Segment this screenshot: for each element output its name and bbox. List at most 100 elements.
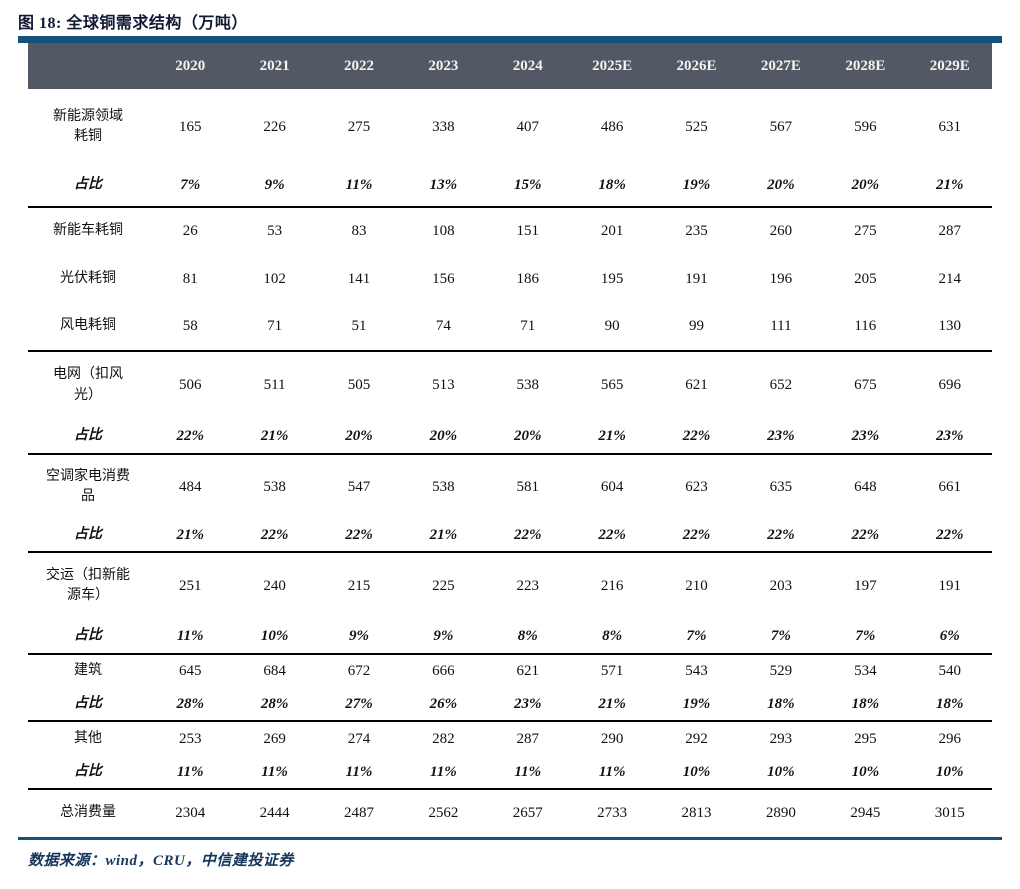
value-cell: 7%	[180, 177, 201, 193]
data-source-note: 数据来源：wind，CRU，中信建投证券	[28, 853, 294, 869]
value-cell: 2890	[738, 788, 824, 837]
value-cell: 156	[432, 270, 455, 287]
row-label: 建筑	[28, 653, 148, 688]
value-cell: 11%	[261, 763, 288, 780]
value-cell: 210	[654, 551, 739, 619]
value-cell: 269	[232, 720, 317, 756]
value-cell: 292	[654, 720, 739, 756]
value-cell: 23%	[936, 427, 964, 444]
row-label: 风电耗铜	[60, 318, 116, 334]
value-cell: 196	[769, 270, 793, 287]
value-cell: 203	[738, 551, 824, 619]
table-row: 新能源领域 耗铜 165 226 275 338 407 486 525 567 596 631	[28, 89, 992, 165]
row-label: 空调家电消费 品	[28, 453, 148, 519]
value-cell: 2945	[823, 788, 908, 837]
footer-rule	[18, 837, 1002, 840]
value-cell: 540	[907, 653, 992, 688]
table-row: 光伏耗铜 81 102 141 156 186 195 191 196 205 214	[28, 255, 992, 303]
value-cell: 21%	[260, 427, 289, 444]
figure-title: 图 18: 全球铜需求结构（万吨）	[18, 15, 248, 32]
value-cell: 11%	[430, 763, 457, 780]
value-cell: 19%	[682, 177, 711, 193]
year-header: 2023	[401, 43, 486, 89]
value-cell: 253	[148, 720, 233, 756]
value-cell: 10%	[936, 763, 964, 780]
value-cell: 2813	[654, 788, 739, 837]
value-cell: 23%	[767, 427, 795, 444]
value-cell: 7%	[855, 627, 876, 644]
table-row: 风电耗铜 58 71 51 74 71 90 99 111 116 130	[28, 303, 992, 351]
value-cell: 23%	[851, 427, 880, 444]
value-cell: 240	[232, 551, 317, 619]
value-cell: 11%	[176, 627, 204, 644]
value-cell: 130	[938, 318, 962, 334]
value-cell: 21%	[598, 427, 626, 444]
value-cell: 81	[182, 270, 198, 287]
value-cell: 2487	[316, 788, 402, 837]
value-cell: 506	[148, 350, 233, 419]
value-cell: 2304	[148, 788, 233, 837]
value-cell: 26	[148, 206, 233, 255]
value-cell: 581	[485, 453, 570, 519]
value-cell: 275	[347, 118, 371, 135]
value-cell: 10%	[260, 627, 289, 644]
value-cell: 22%	[345, 526, 373, 543]
report-figure-page: 图 18: 全球铜需求结构（万吨） 2020 2021 2022 2023 2024 20…	[0, 9, 1020, 889]
value-cell: 484	[148, 453, 233, 519]
row-label: 电网（扣风 光）	[28, 350, 148, 419]
value-cell: 295	[823, 720, 908, 756]
year-header: 2021	[232, 43, 317, 89]
table-row: 总消费量 2304 2444 2487 2562 2657 2733 2813 2890 2945…	[28, 788, 992, 837]
value-cell: 22%	[851, 526, 880, 543]
value-cell: 74	[435, 318, 451, 334]
table-header: 2020 2021 2022 2023 2024 2025E 2026E 2027E 2028E…	[28, 43, 992, 89]
value-cell: 274	[316, 720, 402, 756]
value-cell: 197	[823, 551, 908, 619]
row-label: 占比	[74, 695, 102, 711]
table-row: 交运（扣新能 源车） 251 240 215 225 223 216 210 203 197 191	[28, 551, 992, 619]
value-cell: 18%	[598, 177, 626, 193]
year-header: 2020	[148, 43, 233, 89]
value-cell: 275	[823, 206, 908, 255]
value-cell: 22%	[767, 526, 795, 543]
value-cell: 71	[520, 318, 536, 334]
value-cell: 631	[938, 118, 962, 135]
value-cell: 28%	[260, 695, 289, 712]
value-cell: 11%	[345, 763, 373, 780]
value-cell: 58	[182, 318, 198, 334]
value-cell: 108	[401, 206, 486, 255]
value-cell: 290	[569, 720, 655, 756]
row-label: 占比	[74, 177, 102, 193]
value-cell: 538	[232, 453, 317, 519]
value-cell: 675	[823, 350, 908, 419]
value-cell: 71	[267, 318, 283, 334]
value-cell: 111	[770, 318, 792, 334]
value-cell: 53	[232, 206, 317, 255]
value-cell: 26%	[429, 695, 458, 712]
value-cell: 18%	[936, 695, 964, 712]
value-cell: 513	[401, 350, 486, 419]
value-cell: 543	[654, 653, 739, 688]
value-cell: 225	[401, 551, 486, 619]
value-cell: 214	[938, 270, 962, 287]
table-row: 电网（扣风 光） 506 511 505 513 538 565 621 652 675 696	[28, 350, 992, 419]
row-label: 占比	[74, 627, 102, 643]
row-label: 新能源领域 耗铜	[53, 108, 123, 144]
table-row: 占比 11% 10% 9% 9% 8% 8% 7% 7% 7% 6%	[28, 619, 992, 654]
value-cell: 9%	[264, 177, 285, 193]
table-row: 占比 28% 28% 27% 26% 23% 21% 19% 18% 18% 18%	[28, 688, 992, 721]
value-cell: 28%	[176, 695, 204, 712]
year-header: 2022	[316, 43, 402, 89]
value-cell: 20%	[429, 427, 458, 444]
table-row: 新能车耗铜 26 53 83 108 151 201 235 260 275 287	[28, 206, 992, 255]
value-cell: 22%	[598, 526, 626, 543]
value-cell: 635	[738, 453, 824, 519]
year-header: 2025E	[569, 43, 655, 89]
value-cell: 2657	[485, 788, 570, 837]
value-cell: 661	[907, 453, 992, 519]
year-header: 2024	[485, 43, 570, 89]
value-cell: 407	[516, 118, 540, 135]
value-cell: 293	[738, 720, 824, 756]
value-cell: 648	[823, 453, 908, 519]
table-row: 占比 22% 21% 20% 20% 20% 21% 22% 23% 23% 23%	[28, 419, 992, 454]
